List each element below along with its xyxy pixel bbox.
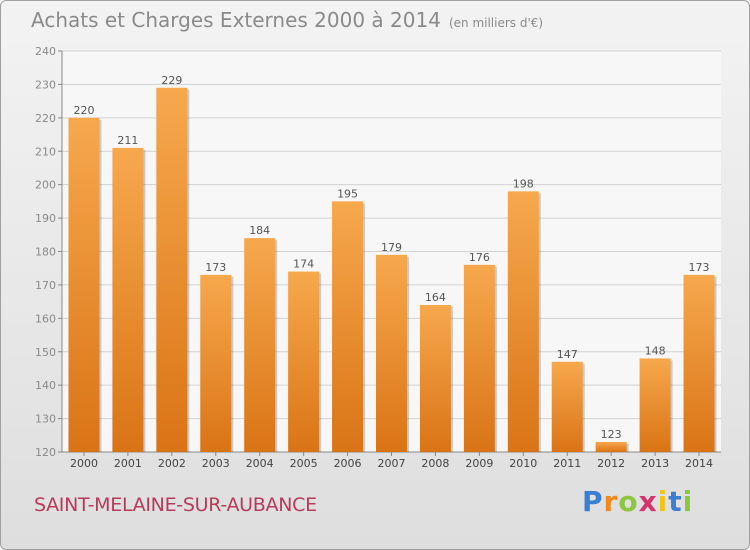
bar — [376, 254, 407, 452]
x-tick-label: 2003 — [202, 457, 230, 470]
y-tick-label: 170 — [35, 279, 56, 292]
bar-value-label: 148 — [645, 344, 666, 357]
y-tick-label: 180 — [35, 246, 56, 259]
bar-value-label: 173 — [205, 261, 226, 274]
bar — [332, 201, 364, 452]
y-tick-label: 140 — [35, 379, 56, 392]
bar-value-label: 184 — [249, 224, 270, 237]
bar-value-label: 174 — [293, 258, 314, 271]
bar-value-label: 229 — [161, 74, 182, 87]
bar-value-label: 198 — [513, 177, 534, 190]
y-tick-label: 240 — [35, 45, 56, 58]
x-tick-label: 2013 — [641, 457, 669, 470]
x-tick-label: 2000 — [70, 457, 98, 470]
y-tick-label: 210 — [35, 145, 56, 158]
chart-title-group: Achats et Charges Externes 2000 à 2014 (e… — [31, 8, 543, 32]
bar-value-label: 173 — [689, 261, 710, 274]
x-tick-label: 2011 — [553, 457, 581, 470]
logo-letter: t — [668, 485, 683, 518]
y-tick-label: 230 — [35, 78, 56, 91]
bar — [156, 87, 188, 452]
location-name: SAINT-MELAINE-SUR-AUBANCE — [34, 494, 317, 516]
x-tick-label: 2004 — [246, 457, 274, 470]
logo-letter: i — [682, 485, 694, 518]
bar — [639, 358, 671, 452]
y-tick-label: 120 — [35, 446, 56, 459]
bar — [244, 238, 276, 452]
chart-title: Achats et Charges Externes 2000 à 2014 — [31, 8, 441, 32]
x-tick-label: 2002 — [158, 457, 186, 470]
bar — [507, 191, 539, 452]
x-tick-label: 2005 — [290, 457, 318, 470]
bar-value-label: 176 — [469, 251, 490, 264]
logo-letter: o — [618, 485, 639, 518]
bar — [68, 117, 100, 452]
bar — [288, 271, 320, 452]
x-tick-label: 2014 — [685, 457, 713, 470]
bar — [683, 274, 715, 452]
bar — [551, 361, 583, 452]
x-tick-label: 2007 — [378, 457, 406, 470]
bar — [419, 304, 451, 452]
y-tick-label: 150 — [35, 346, 56, 359]
logo-letter: i — [657, 485, 669, 518]
bar-value-label: 220 — [73, 104, 94, 117]
x-tick-label: 2010 — [509, 457, 537, 470]
bar — [200, 274, 232, 452]
y-tick-label: 190 — [35, 212, 56, 225]
bar — [595, 441, 627, 452]
logo-letter: x — [638, 485, 658, 518]
bar-value-label: 164 — [425, 291, 446, 304]
bar-value-label: 211 — [117, 134, 138, 147]
logo-letter: r — [603, 485, 619, 518]
bar-value-label: 195 — [337, 187, 358, 200]
x-tick-label: 2012 — [597, 457, 625, 470]
x-tick-label: 2008 — [421, 457, 449, 470]
y-tick-label: 160 — [35, 312, 56, 325]
y-tick-label: 220 — [35, 112, 56, 125]
logo-letter: P — [582, 485, 604, 518]
bar-value-label: 179 — [381, 241, 402, 254]
chart-subtitle: (en milliers d'€) — [448, 16, 544, 30]
bar-value-label: 123 — [601, 428, 622, 441]
bar-value-label: 147 — [557, 348, 578, 361]
y-tick-label: 130 — [35, 413, 56, 426]
y-tick-label: 200 — [35, 179, 56, 192]
bar — [112, 147, 144, 453]
x-tick-label: 2001 — [114, 457, 142, 470]
x-tick-label: 2006 — [334, 457, 362, 470]
bar — [463, 264, 495, 452]
proxiti-logo: Proxiti — [582, 485, 693, 518]
x-tick-label: 2009 — [465, 457, 493, 470]
